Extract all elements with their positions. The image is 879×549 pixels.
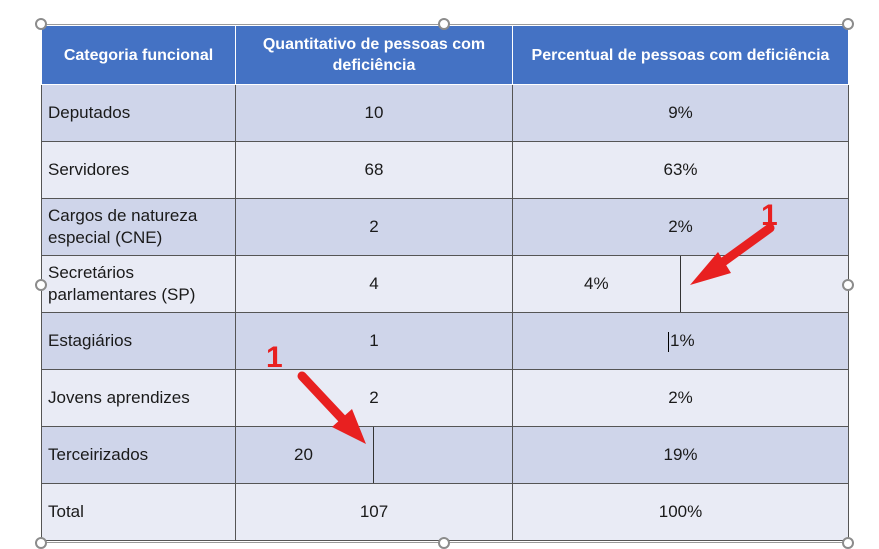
header-percentual: Percentual de pessoas com deficiência	[512, 25, 849, 85]
cell-quantitativo-value: 20	[294, 445, 313, 464]
cell-percentual[interactable]: 1%	[512, 312, 849, 370]
table-row: Estagiários 1 1%	[41, 312, 849, 370]
table-row: Terceirizados 20 19%	[41, 426, 849, 484]
header-row: Categoria funcional Quantitativo de pess…	[41, 25, 849, 85]
table-row: Servidores 68 63%	[41, 141, 849, 199]
cell-categoria[interactable]: Estagiários	[41, 312, 236, 370]
cell-categoria[interactable]: Deputados	[41, 84, 236, 142]
cell-quantitativo[interactable]: 4	[235, 255, 513, 313]
cell-quantitativo-split[interactable]: 20	[235, 426, 513, 484]
cell-percentual-value: 1%	[670, 331, 695, 350]
cell-quantitativo[interactable]: 107	[235, 483, 513, 541]
cell-quantitativo[interactable]: 68	[235, 141, 513, 199]
cell-percentual[interactable]: 9%	[512, 84, 849, 142]
resize-handle-top-right[interactable]	[842, 18, 854, 30]
resize-handle-middle-right[interactable]	[842, 279, 854, 291]
table-row: Total 107 100%	[41, 483, 849, 541]
header-quantitativo: Quantitativo de pessoas com deficiência	[235, 25, 513, 85]
cell-quantitativo[interactable]: 10	[235, 84, 513, 142]
cell-split-divider[interactable]	[373, 427, 374, 483]
cell-categoria[interactable]: Terceirizados	[41, 426, 236, 484]
cell-percentual[interactable]: 63%	[512, 141, 849, 199]
cell-percentual[interactable]: 2%	[512, 369, 849, 427]
resize-handle-top-left[interactable]	[35, 18, 47, 30]
cell-percentual[interactable]: 19%	[512, 426, 849, 484]
table-row: Deputados 10 9%	[41, 84, 849, 142]
table-row: Secretários parlamentares (SP) 4 4%	[41, 255, 849, 313]
annotation-marker-bottom: 1	[266, 341, 283, 374]
cell-percentual[interactable]: 2%	[512, 198, 849, 256]
cell-categoria[interactable]: Secretários parlamentares (SP)	[41, 255, 236, 313]
disability-table: Categoria funcional Quantitativo de pess…	[41, 25, 849, 541]
cell-percentual[interactable]: 100%	[512, 483, 849, 541]
annotation-marker-top: 1	[761, 199, 778, 232]
text-cursor	[668, 332, 669, 352]
resize-handle-middle-left[interactable]	[35, 279, 47, 291]
cell-categoria[interactable]: Servidores	[41, 141, 236, 199]
table-row: Cargos de natureza especial (CNE) 2 2%	[41, 198, 849, 256]
cell-categoria[interactable]: Cargos de natureza especial (CNE)	[41, 198, 236, 256]
arrow-left-icon	[297, 371, 366, 444]
cell-percentual-split[interactable]: 4%	[512, 255, 849, 313]
cell-quantitativo[interactable]: 2	[235, 198, 513, 256]
cell-categoria[interactable]: Jovens aprendizes	[41, 369, 236, 427]
arrow-right-icon	[690, 223, 775, 285]
cell-categoria[interactable]: Total	[41, 483, 236, 541]
cell-percentual-value: 4%	[584, 274, 609, 293]
resize-handle-top-center[interactable]	[438, 18, 450, 30]
cell-quantitativo[interactable]: 1	[235, 312, 513, 370]
cell-split-divider[interactable]	[680, 256, 681, 312]
